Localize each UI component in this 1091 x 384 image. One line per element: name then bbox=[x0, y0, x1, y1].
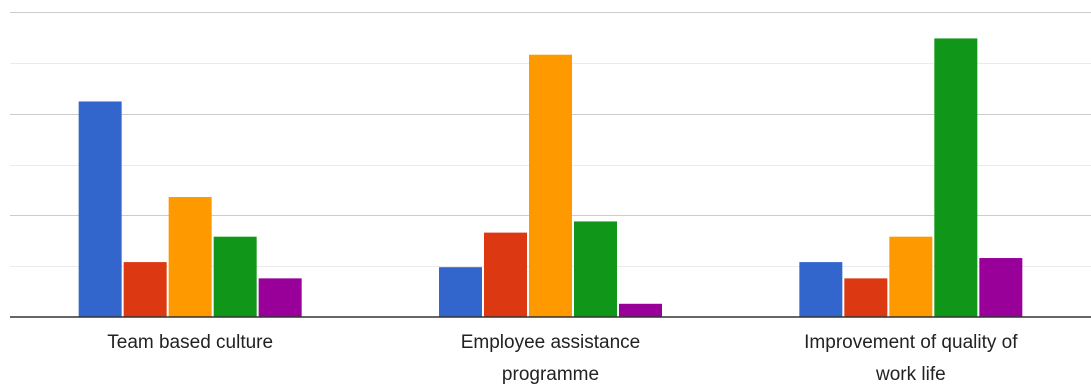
bar[interactable] bbox=[529, 54, 572, 317]
category-label: Improvement of quality of bbox=[804, 332, 1018, 353]
bar[interactable] bbox=[78, 101, 122, 317]
category-label: programme bbox=[502, 364, 599, 384]
bar[interactable] bbox=[934, 38, 978, 317]
category-labels: Team based culture Employee assistance pro… bbox=[107, 332, 1018, 384]
bars bbox=[78, 38, 1023, 317]
category-label: Team based culture bbox=[107, 332, 273, 353]
bar[interactable] bbox=[979, 258, 1023, 317]
bar[interactable] bbox=[484, 232, 527, 317]
bar[interactable] bbox=[574, 221, 617, 317]
bar[interactable] bbox=[168, 197, 212, 317]
bar[interactable] bbox=[799, 262, 843, 317]
bar[interactable] bbox=[619, 303, 662, 317]
bar[interactable] bbox=[844, 278, 888, 317]
category-label: Employee assistance bbox=[461, 332, 641, 353]
bar[interactable] bbox=[258, 278, 302, 317]
bar[interactable] bbox=[889, 236, 933, 317]
bar[interactable] bbox=[439, 267, 482, 317]
bar[interactable] bbox=[213, 236, 257, 317]
category-label: work life bbox=[875, 364, 946, 384]
bar[interactable] bbox=[123, 262, 167, 317]
